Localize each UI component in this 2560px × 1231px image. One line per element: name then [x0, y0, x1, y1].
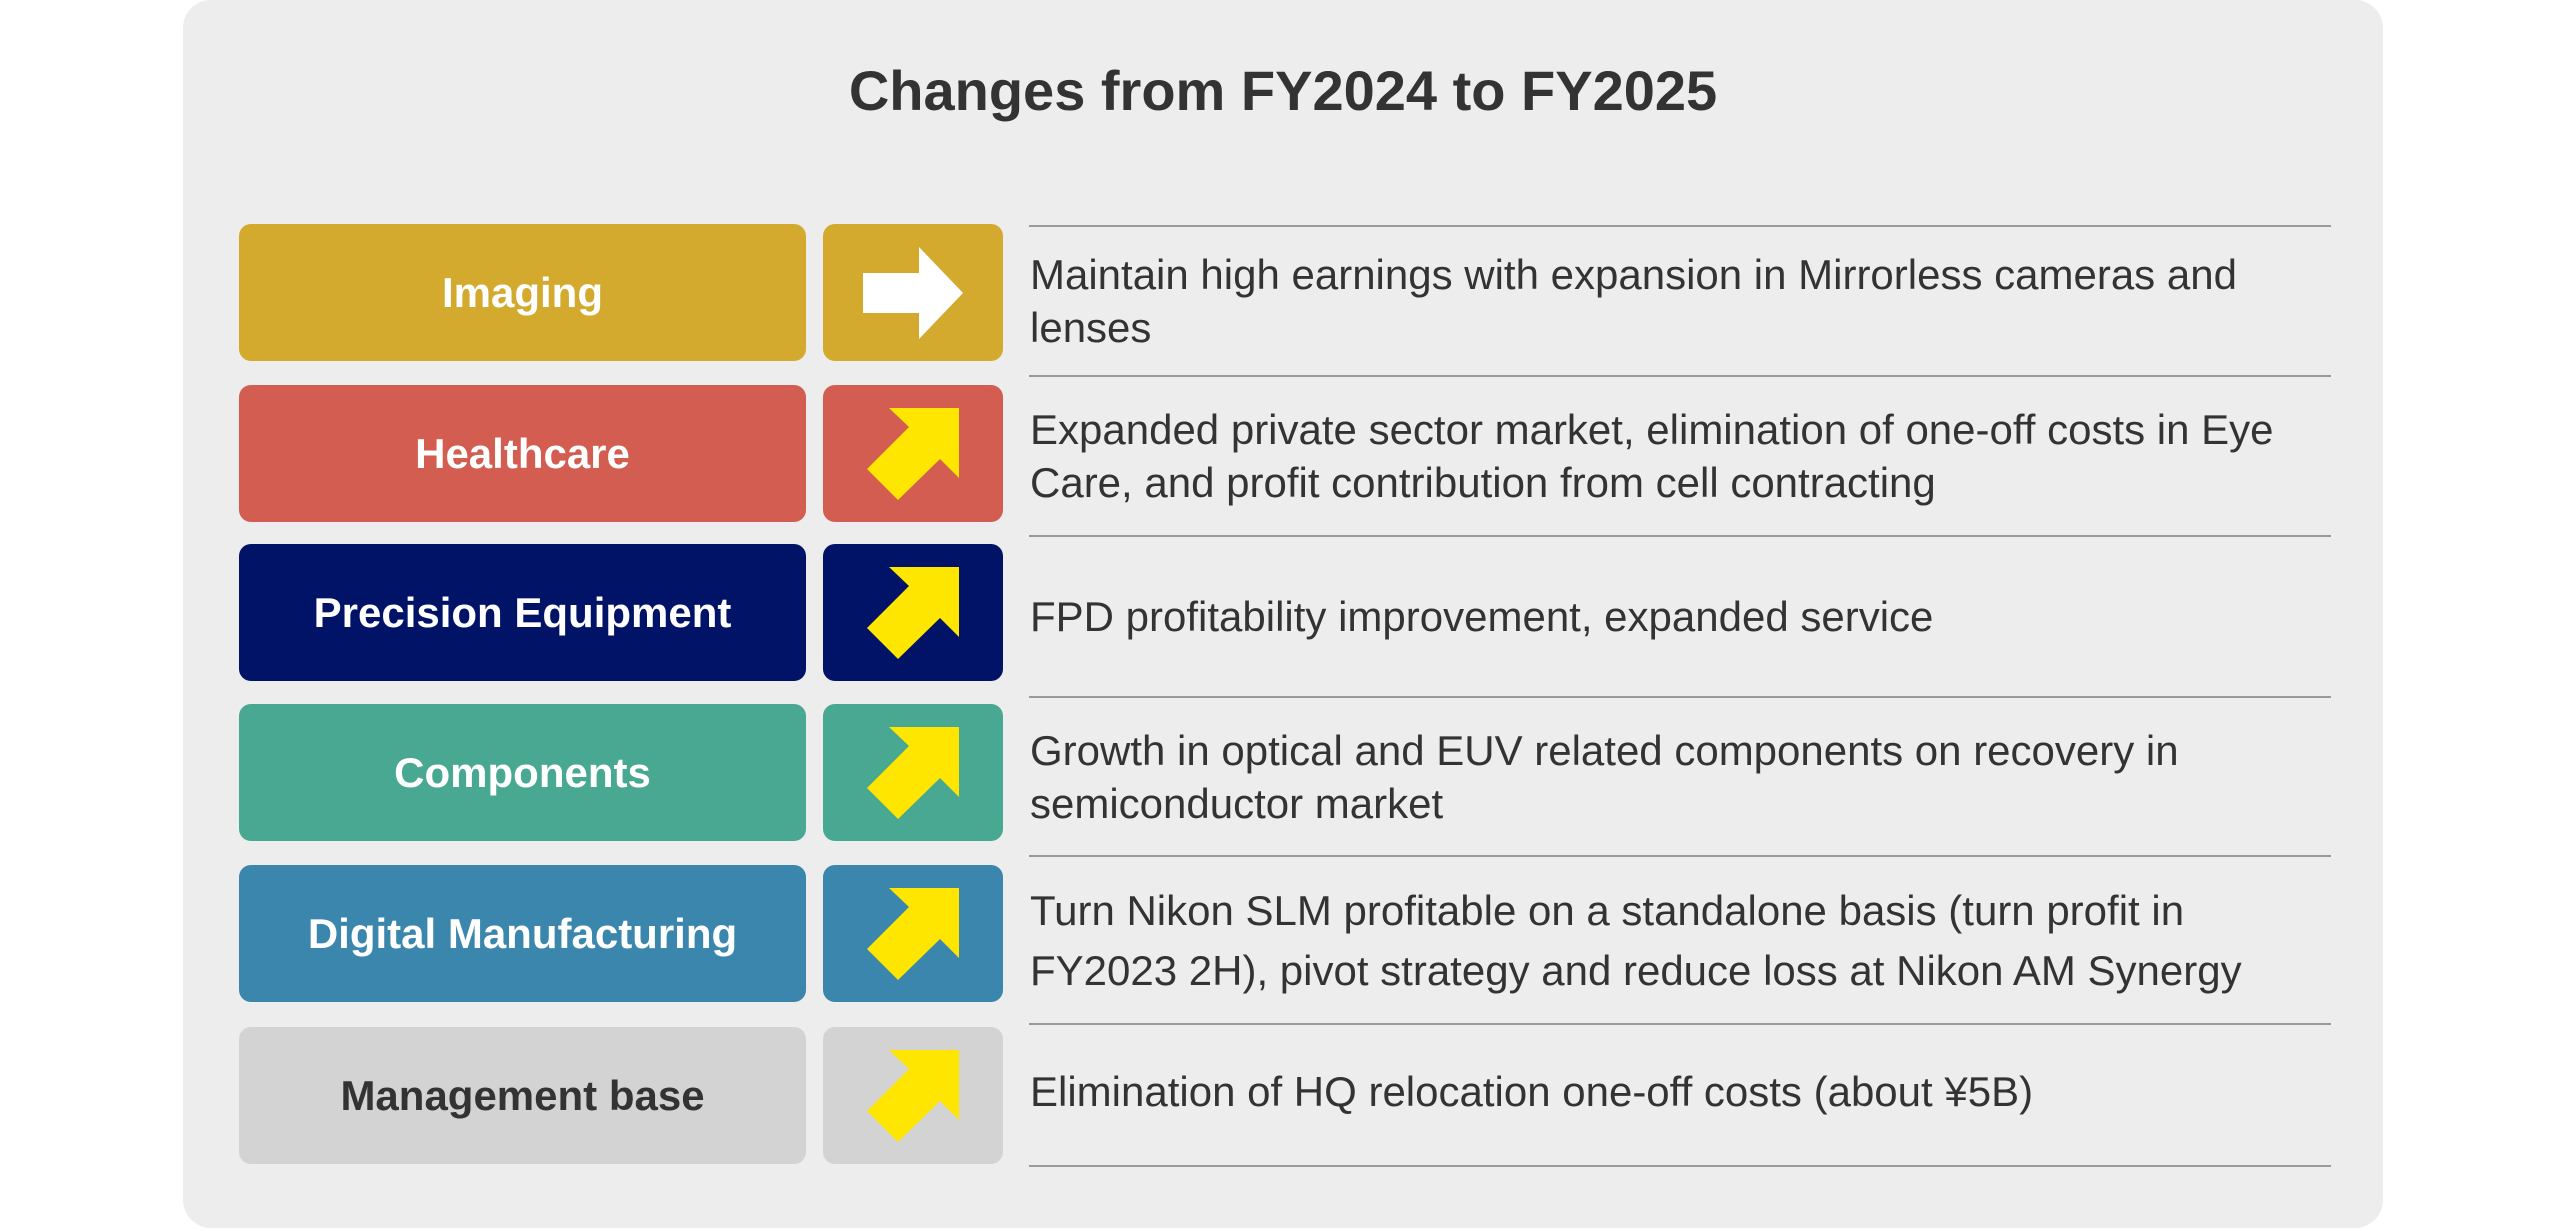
row-divider [1029, 1023, 2331, 1025]
trend-indicator-imaging [823, 224, 1003, 361]
description-healthcare: Expanded private sector market, eliminat… [1030, 406, 2274, 506]
segment-label: Digital Manufacturing [307, 909, 738, 957]
segment-management-base: Management base [239, 1027, 806, 1164]
trend-indicator-digital-manufacturing [823, 865, 1003, 1002]
row-divider [1029, 225, 2331, 227]
trend-indicator-precision-equipment [823, 544, 1003, 681]
diagram-panel: Changes from FY2024 to FY2025 Imaging Ma… [183, 0, 2383, 1228]
segment-label: Precision Equipment [313, 588, 732, 636]
segment-label: Components [394, 748, 651, 796]
row-divider [1029, 855, 2331, 857]
segment-components: Components [239, 704, 806, 841]
trend-indicator-healthcare [823, 385, 1003, 522]
row-divider [1029, 375, 2331, 377]
up-right-arrow-icon [867, 887, 959, 980]
segment-label: Healthcare [415, 429, 630, 477]
up-right-arrow-icon [867, 726, 959, 819]
segment-imaging: Imaging [239, 224, 806, 361]
up-right-arrow-icon [867, 407, 959, 500]
segment-healthcare: Healthcare [239, 385, 806, 522]
segment-digital-manufacturing: Digital Manufacturing [239, 865, 806, 1002]
description-imaging: Maintain high earnings with expansion in… [1030, 251, 2237, 351]
segment-precision-equipment: Precision Equipment [239, 544, 806, 681]
up-right-arrow-icon [867, 1049, 959, 1142]
diagram-title: Changes from FY2024 to FY2025 [848, 59, 1718, 122]
description-management-base: Elimination of HQ relocation one-off cos… [1030, 1067, 2034, 1115]
row-divider [1029, 1165, 2331, 1167]
right-arrow-icon [863, 246, 963, 339]
up-right-arrow-icon [867, 566, 959, 659]
row-divider [1029, 535, 2331, 537]
description-digital-manufacturing: Turn Nikon SLM profitable on a standalon… [1030, 887, 2242, 994]
trend-indicator-management-base [823, 1027, 1003, 1164]
row-divider [1029, 696, 2331, 698]
segment-label: Management base [340, 1071, 705, 1119]
description-components: Growth in optical and EUV related compon… [1030, 727, 2179, 827]
segment-label: Imaging [441, 268, 603, 316]
description-precision-equipment: FPD profitability improvement, expanded … [1030, 592, 1934, 640]
trend-indicator-components [823, 704, 1003, 841]
